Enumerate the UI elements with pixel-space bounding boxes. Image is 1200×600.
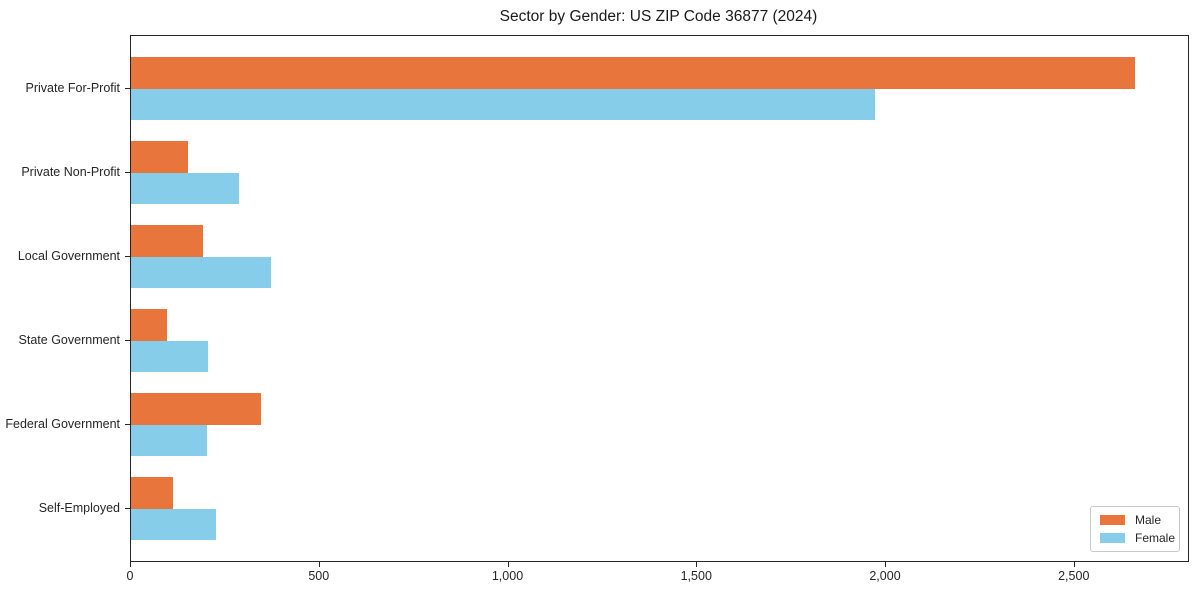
x-tick-mark — [1073, 562, 1075, 567]
y-tick-mark — [125, 339, 130, 341]
legend-label-male: Male — [1135, 513, 1162, 527]
bar-male-2 — [131, 225, 203, 257]
y-tick-mark — [125, 423, 130, 425]
plot-area — [130, 35, 1189, 562]
x-tick-label: 2,000 — [869, 569, 901, 583]
legend-item-male: Male — [1091, 513, 1179, 527]
bar-male-5 — [131, 477, 173, 509]
chart-title: Sector by Gender: US ZIP Code 36877 (202… — [499, 8, 818, 25]
x-tick-label: 1,000 — [491, 569, 524, 583]
bar-female-5 — [131, 508, 216, 540]
legend-swatch-female-icon — [1100, 533, 1125, 543]
legend-swatch-male-icon — [1100, 515, 1125, 525]
y-tick-mark — [125, 171, 130, 173]
x-tick-mark — [696, 562, 698, 567]
x-tick-mark — [507, 562, 509, 567]
x-tick-label: 500 — [308, 569, 330, 583]
bar-male-3 — [131, 309, 167, 341]
legend: Male Female — [1090, 506, 1180, 552]
bar-male-0 — [131, 57, 1136, 89]
y-tick-label: Self-Employed — [38, 500, 120, 515]
y-tick-label: Private For-Profit — [25, 80, 120, 95]
bar-female-2 — [131, 256, 271, 288]
x-tick-label: 1,500 — [680, 569, 712, 583]
y-tick-mark — [125, 255, 130, 257]
y-tick-mark — [125, 507, 130, 509]
x-tick-label: 2,500 — [1058, 569, 1090, 583]
bar-female-3 — [131, 340, 209, 372]
x-tick-mark — [885, 562, 886, 567]
x-tick-mark — [130, 562, 131, 567]
y-tick-label: State Government — [18, 332, 120, 347]
bar-male-1 — [131, 141, 188, 173]
y-tick-mark — [125, 87, 130, 89]
bar-male-4 — [131, 393, 262, 425]
bar-female-0 — [131, 88, 875, 120]
y-tick-label: Local Government — [17, 248, 120, 263]
bar-female-1 — [131, 172, 239, 204]
legend-label-female: Female — [1135, 531, 1176, 545]
y-tick-label: Private Non-Profit — [21, 164, 120, 179]
bar-female-4 — [131, 424, 207, 456]
legend-item-female: Female — [1091, 531, 1179, 545]
x-tick-label: 0 — [126, 569, 134, 583]
x-tick-mark — [318, 562, 320, 567]
y-tick-label: Federal Government — [5, 416, 120, 431]
